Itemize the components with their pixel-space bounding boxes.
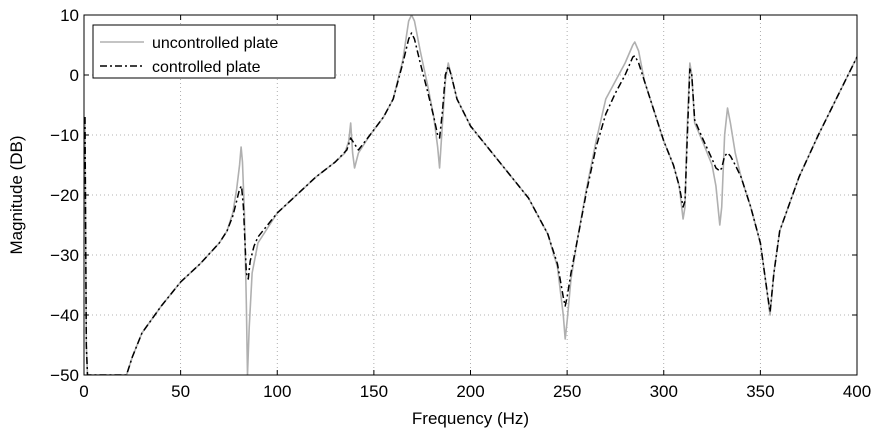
series-layer <box>84 15 857 375</box>
legend-box <box>92 24 336 79</box>
y-axis-label: Magnitude (DB) <box>7 135 26 254</box>
legend-label-uncontrolled: uncontrolled plate <box>152 35 278 52</box>
legend-label-controlled: controlled plate <box>152 59 261 76</box>
tick-labels: 0 50 100 150 200 250 300 350 400100−10−20−30−40−… <box>50 6 871 401</box>
y-tick-label: −30 <box>50 246 79 265</box>
x-tick-label: 250 <box>553 382 581 401</box>
x-tick-label: 50 <box>171 382 190 401</box>
x-tick-label: 350 <box>746 382 774 401</box>
x-tick-label: 100 <box>263 382 291 401</box>
y-tick-label: −50 <box>50 366 79 385</box>
x-tick-label: 200 <box>456 382 484 401</box>
legend: uncontrolled plate controlled plate <box>92 24 336 79</box>
x-tick-label: 400 <box>843 382 871 401</box>
y-tick-label: −20 <box>50 186 79 205</box>
series-line-1 <box>84 32 857 375</box>
y-tick-label: 10 <box>60 6 79 25</box>
grid <box>84 15 857 375</box>
x-axis-label: Frequency (Hz) <box>412 409 529 428</box>
y-tick-label: −40 <box>50 306 79 325</box>
ticks <box>83 14 858 376</box>
x-tick-label: 150 <box>360 382 388 401</box>
x-tick-label: 0 <box>79 382 88 401</box>
y-tick-label: −10 <box>50 126 79 145</box>
x-tick-label: 300 <box>650 382 678 401</box>
y-tick-label: 0 <box>70 66 79 85</box>
